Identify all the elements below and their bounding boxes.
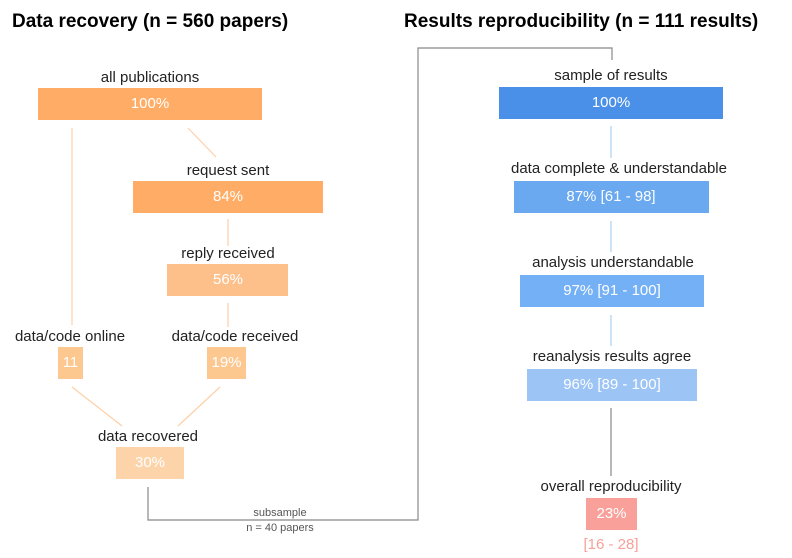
node-interval: [16 - 28]	[583, 536, 638, 553]
node-value: 97% [91 - 100]	[563, 282, 661, 299]
left-nodes: all publications 100% request sent 84% r…	[15, 69, 323, 479]
node-box	[38, 88, 262, 120]
node-box	[133, 181, 323, 213]
node-label: data/code received	[172, 328, 299, 345]
node-label: data/code online	[15, 328, 125, 345]
node-value: 11	[63, 354, 79, 371]
node-label: sample of results	[554, 67, 667, 84]
node-value: 100%	[131, 95, 169, 112]
right-nodes: sample of results 100% data complete & u…	[499, 67, 727, 553]
subsample-label: subsample	[253, 507, 306, 519]
node-box	[167, 264, 288, 296]
title: Results reproducibility (n = 111 results…	[404, 11, 758, 32]
node-label: reply received	[181, 245, 274, 262]
node-value: 19%	[211, 354, 241, 371]
node-value: 84%	[213, 188, 243, 205]
node-value: 100%	[592, 94, 630, 111]
node-label: data recovered	[98, 428, 198, 445]
node-value: 30%	[135, 454, 165, 471]
title: Data recovery (n = 560 papers)	[12, 11, 288, 32]
node-value: 56%	[213, 271, 243, 288]
node-box	[207, 347, 246, 379]
node-box	[116, 447, 184, 479]
node-box	[499, 87, 723, 119]
node-value: 96% [89 - 100]	[563, 376, 661, 393]
node-box	[586, 498, 637, 530]
node-label: all publications	[101, 69, 199, 86]
node-value: 23%	[596, 505, 626, 522]
subsample-note: n = 40 papers	[246, 522, 314, 534]
connectors	[71, 47, 613, 521]
node-box	[514, 181, 709, 213]
node-label: request sent	[187, 162, 270, 179]
node-box	[58, 347, 83, 379]
node-label: reanalysis results agree	[533, 348, 691, 365]
node-box	[520, 275, 704, 307]
node-label: overall reproducibility	[541, 478, 682, 495]
node-box	[527, 369, 697, 401]
node-value: 87% [61 - 98]	[566, 188, 655, 205]
node-label: data complete & understandable	[511, 160, 727, 177]
node-label: analysis understandable	[532, 254, 694, 271]
